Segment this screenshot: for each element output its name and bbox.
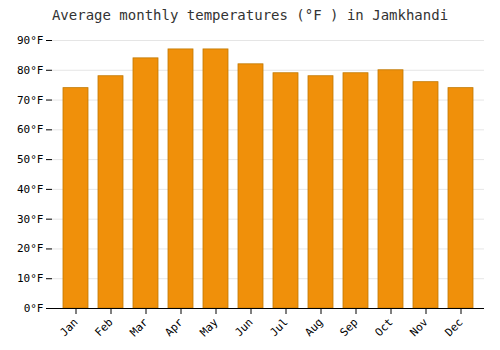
svg-text:Nov: Nov	[407, 315, 431, 339]
svg-text:Jul: Jul	[267, 316, 290, 339]
svg-text:90°F: 90°F	[17, 34, 44, 47]
svg-text:80°F: 80°F	[17, 64, 44, 77]
svg-text:30°F: 30°F	[17, 213, 44, 226]
svg-text:Dec: Dec	[442, 316, 465, 339]
svg-text:Jun: Jun	[232, 316, 255, 339]
svg-text:May: May	[197, 315, 221, 339]
html-text:Average monthly temperatures (: Average monthly temperatures (°F ) in Ja…	[51, 7, 449, 23]
svg-text:Oct: Oct	[372, 316, 395, 339]
svg-text:Apr: Apr	[162, 315, 186, 339]
svg-text:40°F: 40°F	[17, 183, 44, 196]
svg-text:0°F: 0°F	[24, 302, 44, 315]
svg-text:Feb: Feb	[92, 316, 115, 339]
svg-text:Sep: Sep	[337, 316, 360, 339]
svg-text:50°F: 50°F	[17, 153, 44, 166]
svg-text:10°F: 10°F	[17, 272, 44, 285]
svg-text:60°F: 60°F	[17, 123, 44, 136]
svg-text:70°F: 70°F	[17, 94, 44, 107]
svg-text:Mar: Mar	[127, 315, 151, 339]
svg-text:Jan: Jan	[57, 316, 80, 339]
svg-text:20°F: 20°F	[17, 242, 44, 255]
svg-text:Aug: Aug	[302, 316, 325, 339]
